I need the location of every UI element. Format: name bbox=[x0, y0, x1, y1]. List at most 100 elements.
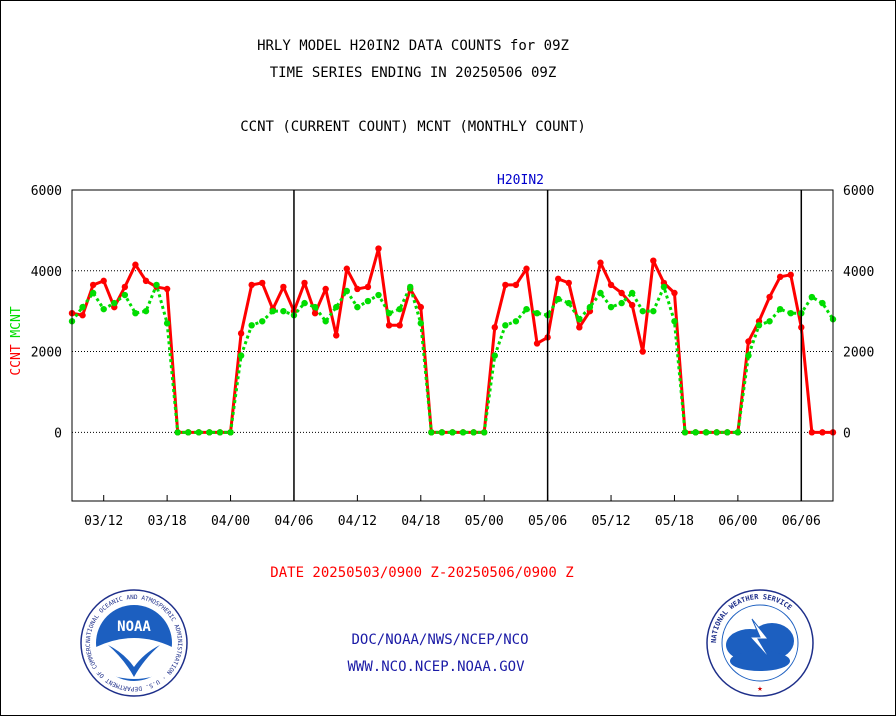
chart-labels: 03/12 03/18 04/00 04/06 04/12 04/18 05/00 05/06… bbox=[9, 173, 874, 529]
point-mcnt-12 bbox=[195, 429, 203, 436]
point-ccnt-31 bbox=[396, 322, 403, 329]
point-mcnt-8 bbox=[153, 281, 160, 289]
chart-title-line2: TIME SERIES ENDING IN 20250506 09Z bbox=[269, 65, 557, 81]
svg-text:★: ★ bbox=[757, 684, 763, 694]
point-mcnt-2 bbox=[89, 289, 97, 297]
point-mcnt-13 bbox=[206, 429, 213, 436]
point-ccnt-44 bbox=[533, 340, 541, 347]
point-mcnt-58 bbox=[681, 429, 689, 436]
point-mcnt-27 bbox=[354, 303, 361, 311]
x-tick-label: 03/18 bbox=[148, 514, 187, 529]
point-mcnt-41 bbox=[502, 322, 509, 329]
date-range-label: DATE 20250503/0900 Z-20250506/0900 Z bbox=[270, 565, 574, 581]
point-mcnt-32 bbox=[407, 283, 414, 291]
point-ccnt-52 bbox=[618, 289, 625, 297]
point-mcnt-3 bbox=[100, 305, 107, 313]
point-mcnt-36 bbox=[449, 429, 456, 436]
chart-title-line1: HRLY MODEL H20IN2 DATA COUNTS for 09Z bbox=[257, 38, 569, 54]
y-tick-label-left: 6000 bbox=[31, 184, 62, 199]
point-mcnt-29 bbox=[375, 291, 382, 299]
x-tick-label: 06/06 bbox=[782, 514, 821, 529]
point-mcnt-16 bbox=[237, 352, 245, 359]
series-line-mcnt bbox=[70, 283, 835, 434]
point-mcnt-54 bbox=[639, 307, 646, 315]
y-tick-label-left: 0 bbox=[54, 426, 62, 441]
x-tick-label: 04/18 bbox=[401, 514, 440, 529]
point-ccnt-57 bbox=[671, 289, 678, 297]
point-mcnt-6 bbox=[132, 309, 139, 317]
point-mcnt-4 bbox=[111, 299, 118, 307]
point-mcnt-10 bbox=[174, 429, 181, 436]
point-ccnt-66 bbox=[766, 293, 773, 301]
point-ccnt-33 bbox=[417, 303, 424, 311]
point-mcnt-5 bbox=[121, 291, 129, 299]
point-mcnt-51 bbox=[607, 303, 615, 311]
x-tick-label: 05/00 bbox=[465, 514, 504, 529]
noaa-logo: NOAA NATIONAL OCEANIC AND ATMOSPHERIC AD… bbox=[80, 589, 188, 697]
point-ccnt-50 bbox=[597, 259, 604, 266]
point-mcnt-20 bbox=[280, 307, 287, 315]
point-ccnt-26 bbox=[343, 265, 351, 272]
y-tick-label-right: 0 bbox=[843, 426, 851, 441]
point-ccnt-2 bbox=[89, 281, 97, 289]
x-tick-label: 04/06 bbox=[274, 514, 313, 529]
point-mcnt-64 bbox=[745, 352, 752, 359]
point-ccnt-6 bbox=[132, 261, 139, 268]
org-label: DOC/NOAA/NWS/NCEP/NCO bbox=[351, 632, 529, 648]
point-ccnt-3 bbox=[100, 277, 107, 285]
y-tick-label-left: 4000 bbox=[31, 265, 62, 280]
point-ccnt-7 bbox=[142, 277, 150, 285]
y-axis-label-mcnt: MCNT bbox=[9, 306, 24, 337]
point-ccnt-27 bbox=[354, 285, 361, 293]
point-ccnt-70 bbox=[808, 429, 816, 436]
point-ccnt-24 bbox=[322, 285, 329, 293]
nws-logo: ★ NATIONAL WEATHER SERVICE bbox=[706, 589, 814, 697]
point-mcnt-22 bbox=[301, 299, 308, 307]
point-mcnt-46 bbox=[554, 295, 562, 303]
point-mcnt-37 bbox=[459, 429, 467, 436]
point-mcnt-57 bbox=[671, 318, 678, 325]
point-ccnt-48 bbox=[576, 324, 583, 331]
point-mcnt-61 bbox=[713, 429, 720, 436]
point-ccnt-20 bbox=[280, 283, 287, 291]
point-mcnt-15 bbox=[227, 429, 234, 436]
point-mcnt-31 bbox=[396, 305, 403, 313]
point-mcnt-14 bbox=[216, 429, 224, 436]
point-ccnt-41 bbox=[502, 281, 509, 289]
point-mcnt-55 bbox=[650, 307, 657, 315]
point-ccnt-9 bbox=[163, 285, 171, 293]
website-link[interactable]: WWW.NCO.NCEP.NOAA.GOV bbox=[347, 659, 525, 675]
point-mcnt-68 bbox=[787, 309, 794, 317]
point-ccnt-67 bbox=[776, 273, 784, 281]
point-mcnt-1 bbox=[79, 303, 86, 311]
point-ccnt-68 bbox=[787, 271, 794, 279]
x-tick-label: 04/00 bbox=[211, 514, 250, 529]
point-ccnt-55 bbox=[650, 257, 657, 264]
point-mcnt-66 bbox=[766, 318, 773, 325]
chart-grid bbox=[72, 270, 833, 433]
point-mcnt-11 bbox=[185, 429, 192, 436]
point-mcnt-71 bbox=[819, 299, 826, 307]
x-tick-label: 05/12 bbox=[591, 514, 630, 529]
point-mcnt-7 bbox=[142, 307, 150, 315]
point-mcnt-59 bbox=[692, 429, 699, 436]
point-mcnt-17 bbox=[248, 322, 255, 329]
x-tick-label: 04/12 bbox=[338, 514, 377, 529]
panel-title: H20IN2 bbox=[497, 173, 544, 188]
y-tick-label-right: 2000 bbox=[843, 346, 874, 361]
point-ccnt-54 bbox=[639, 348, 646, 355]
point-mcnt-40 bbox=[491, 352, 498, 359]
point-mcnt-50 bbox=[597, 289, 604, 297]
point-mcnt-38 bbox=[470, 429, 477, 436]
point-mcnt-35 bbox=[438, 429, 446, 436]
point-mcnt-42 bbox=[512, 318, 520, 325]
noaa-logo-text: NOAA bbox=[117, 619, 151, 635]
point-mcnt-56 bbox=[660, 283, 668, 291]
y-axis-label-ccnt: CCNT bbox=[9, 344, 24, 375]
point-mcnt-26 bbox=[343, 287, 351, 295]
point-ccnt-46 bbox=[554, 275, 562, 283]
point-ccnt-64 bbox=[745, 338, 752, 345]
point-mcnt-30 bbox=[385, 309, 393, 317]
point-ccnt-1 bbox=[79, 312, 86, 319]
point-ccnt-28 bbox=[364, 283, 372, 291]
